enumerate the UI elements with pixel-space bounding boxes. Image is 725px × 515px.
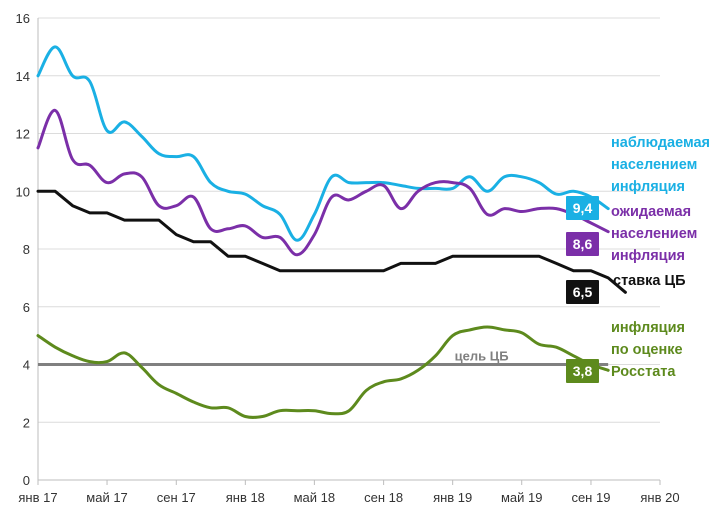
- axes: [37, 18, 660, 481]
- y-tick-label: 2: [23, 415, 30, 430]
- y-tick-label: 6: [23, 300, 30, 315]
- key-rate-end-badge: [566, 280, 599, 304]
- observed-inflation-end-value: 9,4: [573, 200, 593, 216]
- series-lines: [36, 45, 627, 419]
- expected-inflation-label-line: инфляция: [611, 248, 685, 264]
- x-tick-label: май 17: [86, 490, 128, 505]
- series-labels: 9,4 наблюдаемая населением инфляция 8,6 ожида…: [566, 135, 710, 383]
- target-line-group: цель ЦБ: [38, 349, 609, 366]
- x-tick-label: янв 20: [640, 490, 679, 505]
- y-tick-label: 8: [23, 242, 30, 257]
- expected-inflation-label-line: ожидаемая: [611, 204, 691, 220]
- rosstat-inflation-label-line: Росстата: [611, 364, 676, 380]
- y-tick-label: 4: [23, 358, 30, 373]
- expected-inflation-end-badge: [566, 232, 599, 256]
- rosstat-inflation-line: [36, 325, 610, 419]
- x-tick-label: сен 17: [157, 490, 196, 505]
- y-tick-label: 14: [16, 69, 30, 84]
- key-rate-label-line: ставка ЦБ: [613, 273, 686, 289]
- key-rate-line: [36, 189, 627, 294]
- observed-inflation-end-badge: [566, 196, 599, 220]
- x-tick-label: янв 19: [433, 490, 472, 505]
- x-tick-label: янв 18: [226, 490, 265, 505]
- y-tick-label: 10: [16, 184, 30, 199]
- y-axis-ticks: 0 2 4 6 8 10 12 14 16: [16, 11, 30, 488]
- x-tick-label: май 18: [294, 490, 336, 505]
- x-tick-label: янв 17: [18, 490, 57, 505]
- expected-inflation-line: [36, 108, 610, 257]
- y-tick-label: 0: [23, 473, 30, 488]
- x-tick-label: сен 18: [364, 490, 403, 505]
- x-tick-label: сен 19: [571, 490, 610, 505]
- key-rate-end-value: 6,5: [573, 284, 593, 300]
- observed-inflation-line: [36, 45, 610, 242]
- rosstat-inflation-end-value: 3,8: [573, 363, 593, 379]
- x-axis-ticks: янв 17 май 17 сен 17 янв 18 май 18 сен 18 янв …: [18, 480, 680, 505]
- observed-inflation-label-line: населением: [611, 157, 697, 173]
- rosstat-inflation-end-badge: [566, 359, 599, 383]
- x-tick-label: май 19: [501, 490, 543, 505]
- expected-inflation-label-line: населением: [611, 226, 697, 242]
- y-tick-label: 16: [16, 11, 30, 26]
- y-tick-label: 12: [16, 127, 30, 142]
- observed-inflation-label-line: инфляция: [611, 179, 685, 195]
- observed-inflation-label-line: наблюдаемая: [611, 135, 710, 151]
- rosstat-inflation-label-line: инфляция: [611, 320, 685, 336]
- target-line-label: цель ЦБ: [455, 349, 509, 364]
- rosstat-inflation-label-line: по оценке: [611, 342, 683, 358]
- expected-inflation-end-value: 8,6: [573, 236, 593, 252]
